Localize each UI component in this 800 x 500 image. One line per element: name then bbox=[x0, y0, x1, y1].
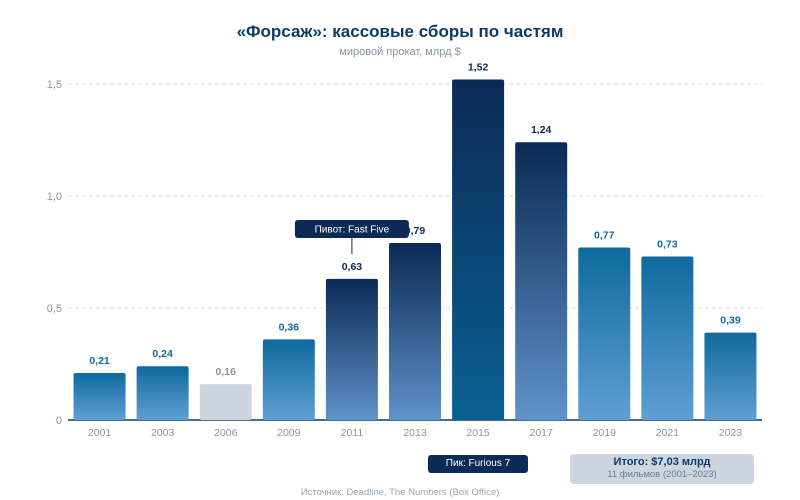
value-label: 0,79 bbox=[405, 225, 426, 237]
bar-2001 bbox=[73, 372, 126, 420]
y-tick-label: 1,0 bbox=[47, 191, 62, 203]
x-tick-label: 2019 bbox=[593, 427, 617, 439]
chart-title: «Форсаж»: кассовые сборы по частям bbox=[236, 22, 564, 41]
bar-2019 bbox=[578, 247, 631, 420]
x-tick-label: 2009 bbox=[277, 427, 301, 439]
value-label: 0,24 bbox=[152, 348, 173, 360]
x-tick-label: 2021 bbox=[656, 427, 680, 439]
x-tick-label: 2023 bbox=[719, 427, 743, 439]
x-tick-label: 2006 bbox=[214, 427, 238, 439]
total-box: Итого: $7,03 млрд 11 фильмов (2001–2023) bbox=[570, 454, 754, 484]
chart-subtitle: мировой прокат, млрд $ bbox=[339, 46, 461, 58]
peak-badge: Пик: Furious 7 bbox=[428, 455, 528, 473]
bar-2011 bbox=[325, 278, 378, 420]
x-tick-label: 2011 bbox=[341, 427, 364, 439]
value-label: 0,77 bbox=[594, 230, 615, 242]
x-tick-label: 2001 bbox=[88, 427, 112, 439]
value-label: 0,36 bbox=[279, 321, 300, 333]
annotation-text: Пивот: Fast Five bbox=[315, 225, 390, 236]
value-label: 1,24 bbox=[531, 124, 552, 136]
value-label: 0,16 bbox=[216, 366, 237, 378]
x-tick-label: 2015 bbox=[466, 427, 490, 439]
value-label: 0,73 bbox=[657, 238, 678, 250]
x-tick-label: 2013 bbox=[403, 427, 427, 439]
bar-2023 bbox=[704, 332, 757, 420]
bar-2015 bbox=[452, 79, 505, 421]
bar-2003 bbox=[136, 366, 189, 420]
value-label: 1,52 bbox=[468, 62, 489, 74]
total-sublabel: 11 фильмов (2001–2023) bbox=[607, 469, 717, 480]
value-label: 0,39 bbox=[720, 315, 741, 327]
bar-2021 bbox=[641, 256, 694, 420]
bar-2017 bbox=[515, 142, 568, 421]
value-label: 0,21 bbox=[89, 355, 110, 367]
bar-2006 bbox=[199, 384, 252, 420]
source-note: Источник: Deadline, The Numbers (Box Off… bbox=[300, 487, 500, 498]
bar-2009 bbox=[262, 339, 315, 420]
total-label: Итого: $7,03 млрд bbox=[613, 456, 711, 468]
y-tick-label: 1,5 bbox=[47, 79, 62, 91]
annotation-box bbox=[294, 220, 409, 238]
bar-2013 bbox=[389, 243, 441, 420]
y-tick-label: 0 bbox=[56, 415, 62, 427]
x-tick-label: 2017 bbox=[530, 427, 554, 439]
x-tick-label: 2003 bbox=[151, 427, 175, 439]
value-label: 0,63 bbox=[342, 261, 363, 273]
y-tick-label: 0,5 bbox=[47, 303, 62, 315]
